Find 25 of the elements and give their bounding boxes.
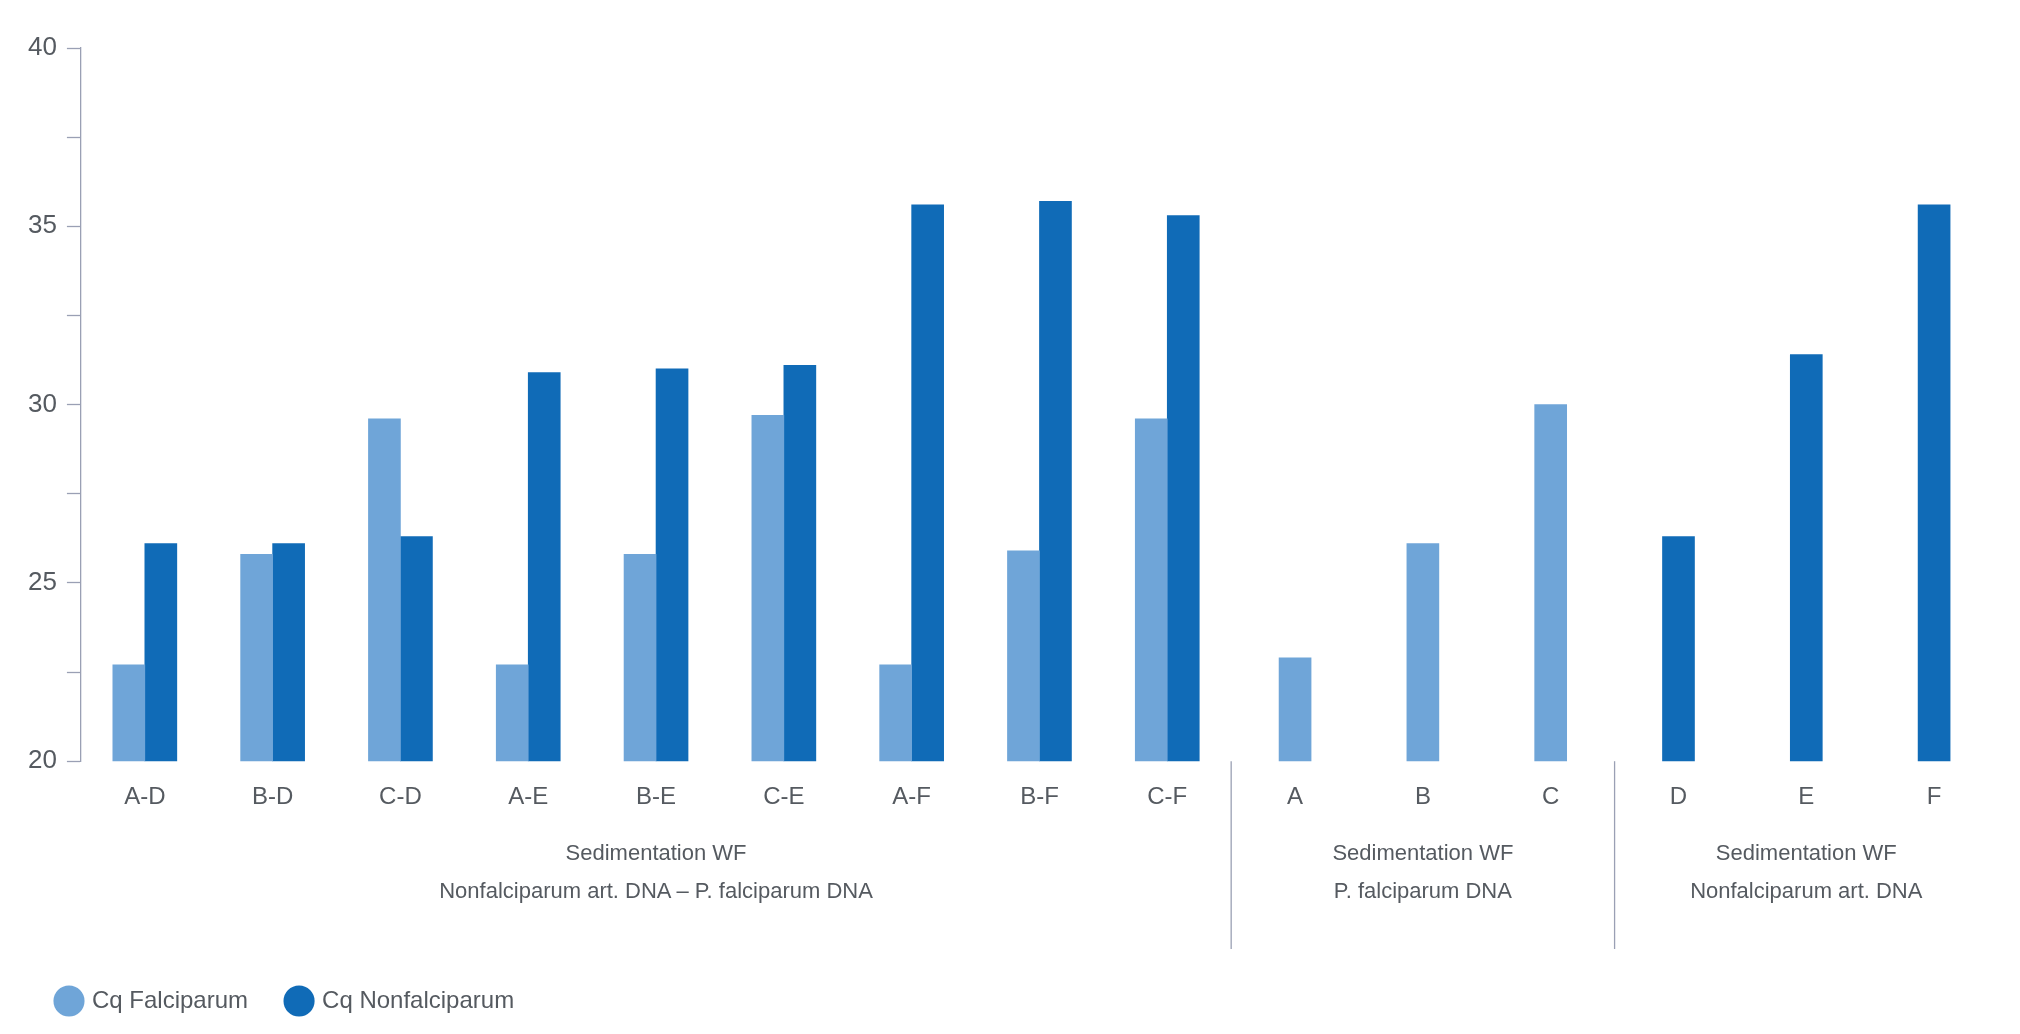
x-tick-label: B-F xyxy=(1020,782,1059,810)
x-tick-label: C-D xyxy=(379,782,422,810)
x-tick-label: C-E xyxy=(763,782,805,810)
text: Sedimentation WF P. falciparum DNA xyxy=(1332,840,1514,904)
y-tick-label: 25 xyxy=(28,566,57,597)
x-tick-label: A-F xyxy=(892,782,931,810)
y-tick-label: 35 xyxy=(28,209,57,240)
x-tick-label: B-D xyxy=(251,782,294,810)
x-tick-label: C-F xyxy=(1147,782,1188,810)
x-tick-label: A xyxy=(1287,782,1304,810)
x-tick-label: E xyxy=(1798,782,1815,810)
x-tick-label: A-D xyxy=(124,782,166,810)
x-tick-label: B-E xyxy=(636,782,677,810)
x-tick-label: C xyxy=(1542,782,1560,810)
text: Sedimentation WF Nonfalciparum art. DNA – P. falciparum DNA xyxy=(439,840,874,904)
x-tick-label: B xyxy=(1414,782,1431,810)
y-tick-label: 30 xyxy=(28,387,57,418)
text: Sedimentation WF Nonfalciparum art. DNA xyxy=(1690,840,1923,904)
y-tick-label: 20 xyxy=(28,744,57,775)
y-tick-label: 40 xyxy=(28,31,57,62)
legend-label: Cq Falciparum xyxy=(92,985,249,1013)
x-tick-label: A-E xyxy=(508,782,549,810)
legend-label: Cq Nonfalciparum xyxy=(322,985,515,1013)
x-tick-label: F xyxy=(1926,782,1942,810)
x-tick-label: D xyxy=(1669,782,1688,810)
